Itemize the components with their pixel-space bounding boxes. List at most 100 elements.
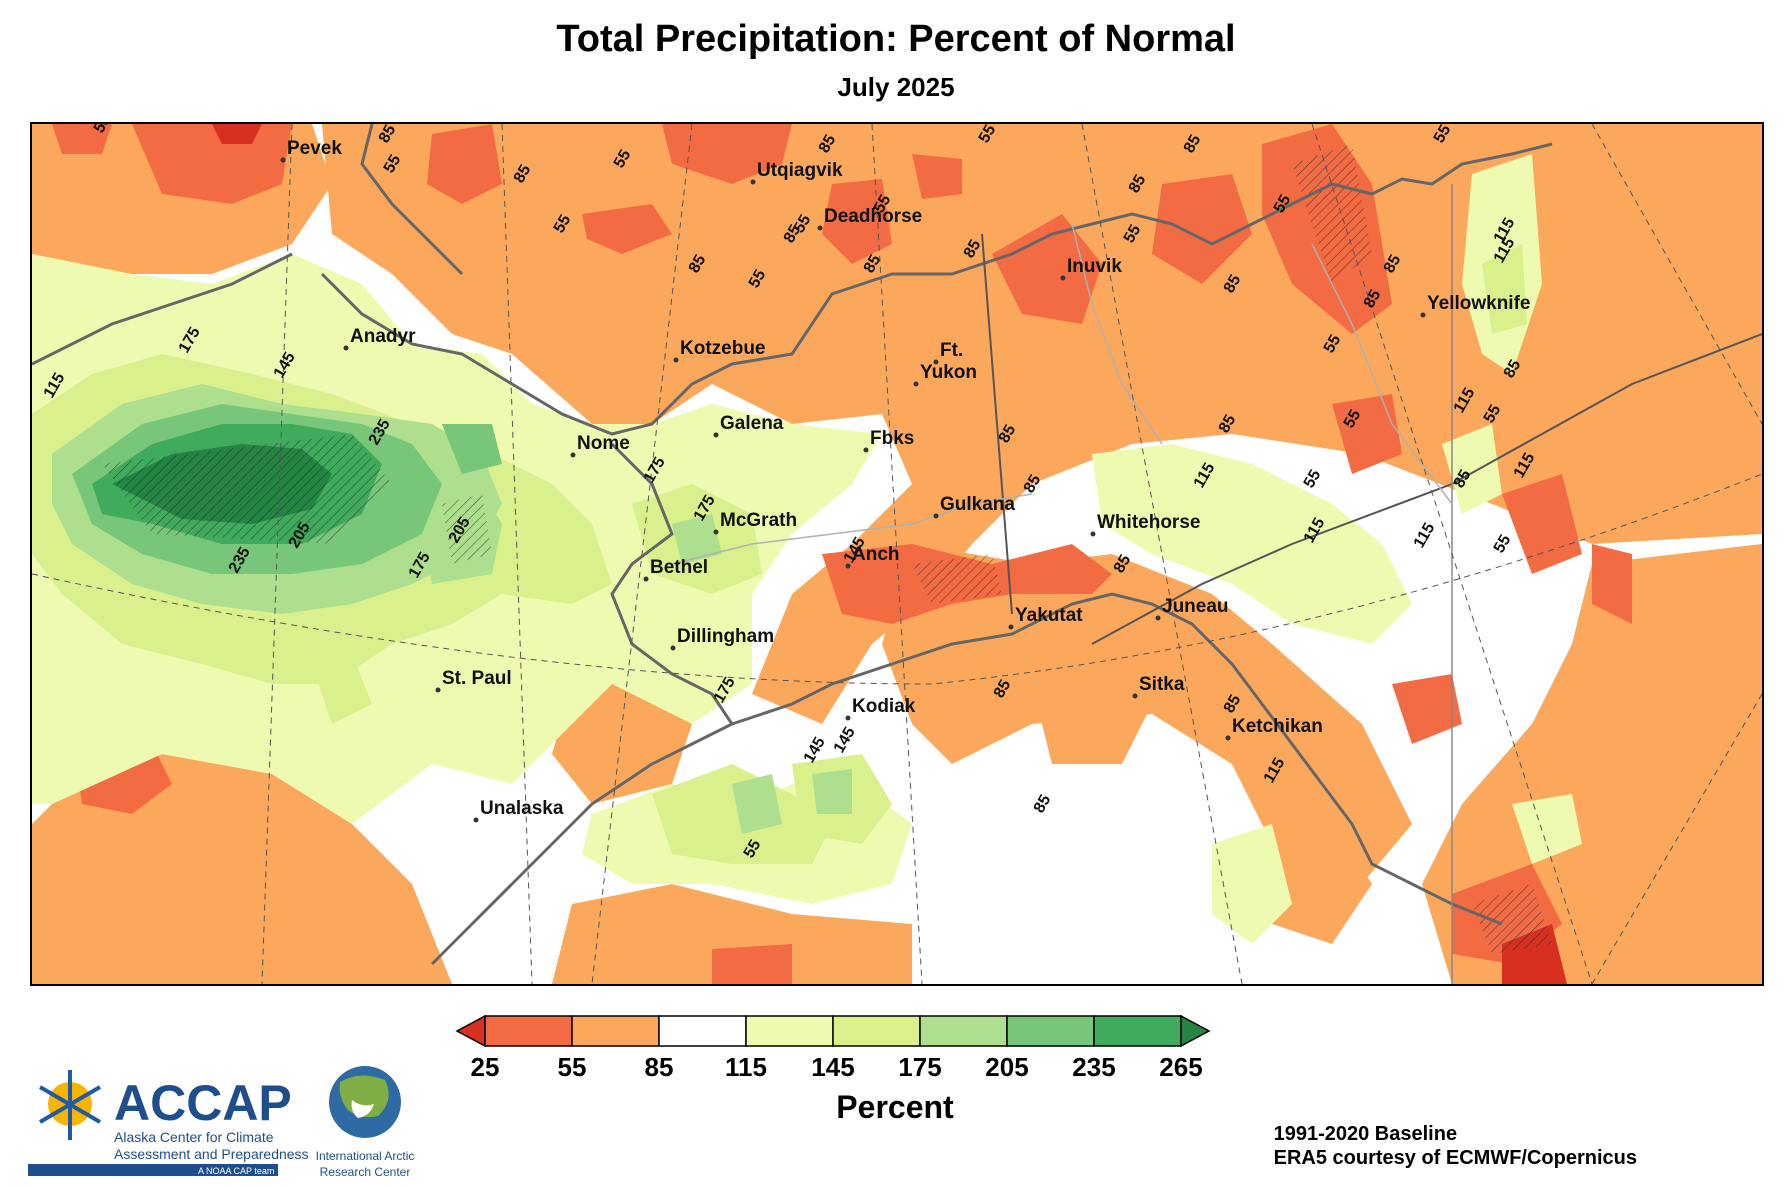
contour-label: 55 (551, 212, 575, 236)
contour-label: 85 (781, 222, 805, 246)
contour-label: 55 (871, 192, 895, 216)
contour-label: 85 (1111, 552, 1135, 576)
city-label: Anadyr (350, 326, 416, 347)
legend-box (919, 1015, 1008, 1047)
field-55-d (662, 124, 792, 184)
city-marker (933, 359, 939, 365)
city-marker (1132, 693, 1138, 699)
city-marker (570, 452, 576, 458)
city-marker (933, 513, 939, 519)
field-55-o (1392, 674, 1462, 744)
accap-bar (28, 1164, 278, 1176)
legend-arrow-high (1180, 1014, 1211, 1048)
field-55-q (712, 944, 792, 984)
legend-tick: 55 (558, 1052, 587, 1082)
city-marker (1090, 531, 1096, 537)
city-label: Deadhorse (824, 206, 922, 227)
field-175-c (732, 774, 782, 834)
color-legend: 25 55 85 115 145 175 205 235 265 Percent (455, 1008, 1335, 1148)
contour-label: 85 (961, 237, 985, 261)
graticule (32, 124, 1762, 984)
city-label: St. Paul (442, 668, 512, 689)
contour-label: 85 (1031, 792, 1055, 816)
contour-label: 85 (1126, 172, 1150, 196)
field-175-e (672, 514, 722, 564)
contour-label: 85 (861, 252, 885, 276)
legend-tick: 175 (898, 1052, 941, 1082)
precipitation-map: 55 85 55 85 55 55 85 55 85 55 85 55 85 55 85 55 85 145 115… (30, 122, 1764, 986)
legend-tick: 265 (1159, 1052, 1202, 1082)
city-label: Fbks (870, 428, 914, 449)
rivers (671, 223, 1453, 565)
contour-label: 85 (996, 422, 1020, 446)
contour-label: 85 (1451, 467, 1475, 491)
city-marker (435, 687, 441, 693)
city-label: Unalaska (480, 798, 564, 819)
legend-box (1093, 1015, 1182, 1047)
contour-label: 85 (816, 132, 840, 156)
accap-line2: Assessment and Preparedness (114, 1146, 309, 1162)
contour-label: 55 (976, 124, 1000, 146)
contour-label: 55 (1341, 407, 1365, 431)
city-label: Kotzebue (680, 338, 766, 359)
legend-box (658, 1015, 747, 1047)
city-marker (845, 715, 851, 721)
legend-tick: 115 (725, 1052, 767, 1082)
city-marker (343, 345, 349, 351)
contour-label: 85 (1381, 252, 1405, 276)
contour-label: 85 (991, 677, 1015, 701)
field-55-f (582, 204, 672, 254)
field-55-i (1152, 174, 1252, 284)
hatch-b (442, 494, 492, 564)
city-label: Gulkana (940, 494, 1015, 515)
hatch-c (1292, 144, 1372, 284)
legend-tick: 85 (645, 1052, 674, 1082)
field-55-k (1332, 394, 1402, 474)
city-marker (673, 357, 679, 363)
iarc-logo-graphic: International Arctic Research Center (316, 1066, 414, 1179)
city-marker (1155, 615, 1161, 621)
city-marker (817, 225, 823, 231)
field-85-f (552, 884, 912, 984)
contour-label: 85 (1216, 412, 1240, 436)
contour-label: 55 (1271, 192, 1295, 216)
legend-tick: 235 (1072, 1052, 1115, 1082)
city-label: Yakutat (1015, 605, 1083, 626)
city-marker (473, 817, 479, 823)
field-55-r (1592, 544, 1632, 624)
legend-box (832, 1015, 921, 1047)
field-55-h (992, 214, 1102, 324)
contour-label: 85 (376, 124, 400, 146)
legend-box (745, 1015, 834, 1047)
coastlines (32, 124, 1553, 966)
contour-label: 85 (1361, 287, 1385, 311)
city-marker (1420, 312, 1426, 318)
contour-label: 55 (1491, 532, 1515, 556)
city-label: Juneau (1162, 596, 1229, 617)
accap-acronym: ACCAP (114, 1075, 292, 1131)
contour-label: 55 (1431, 124, 1455, 146)
accap-line1: Alaska Center for Climate (114, 1129, 274, 1145)
city-marker (643, 576, 649, 582)
field-115-g (1512, 794, 1582, 864)
field-55-l (1502, 474, 1582, 574)
contour-label: 55 (1321, 332, 1345, 356)
accap-logo: ACCAP Alaska Center for Climate Assessme… (28, 1060, 328, 1180)
city-label: Dillingham (677, 626, 774, 647)
city-label: Kodiak (852, 696, 916, 717)
hatch-d (912, 554, 1002, 604)
field-25-a (212, 124, 262, 144)
legend-tick: 25 (471, 1052, 500, 1082)
field-145-e (1482, 244, 1527, 334)
hatch-a (102, 434, 392, 544)
legend-canvas: 25 55 85 115 145 175 205 235 265 Percent (455, 1014, 1211, 1125)
map-subtitle: July 2025 (837, 72, 955, 102)
contour-label: 85 (1221, 692, 1245, 716)
legend-box (571, 1015, 660, 1047)
legend-tick: 145 (811, 1052, 854, 1082)
city-marker (750, 179, 756, 185)
iarc-logo: International Arctic Research Center (300, 1060, 430, 1184)
field-115-c (1092, 444, 1412, 644)
city-label: Inuvik (1067, 256, 1122, 277)
